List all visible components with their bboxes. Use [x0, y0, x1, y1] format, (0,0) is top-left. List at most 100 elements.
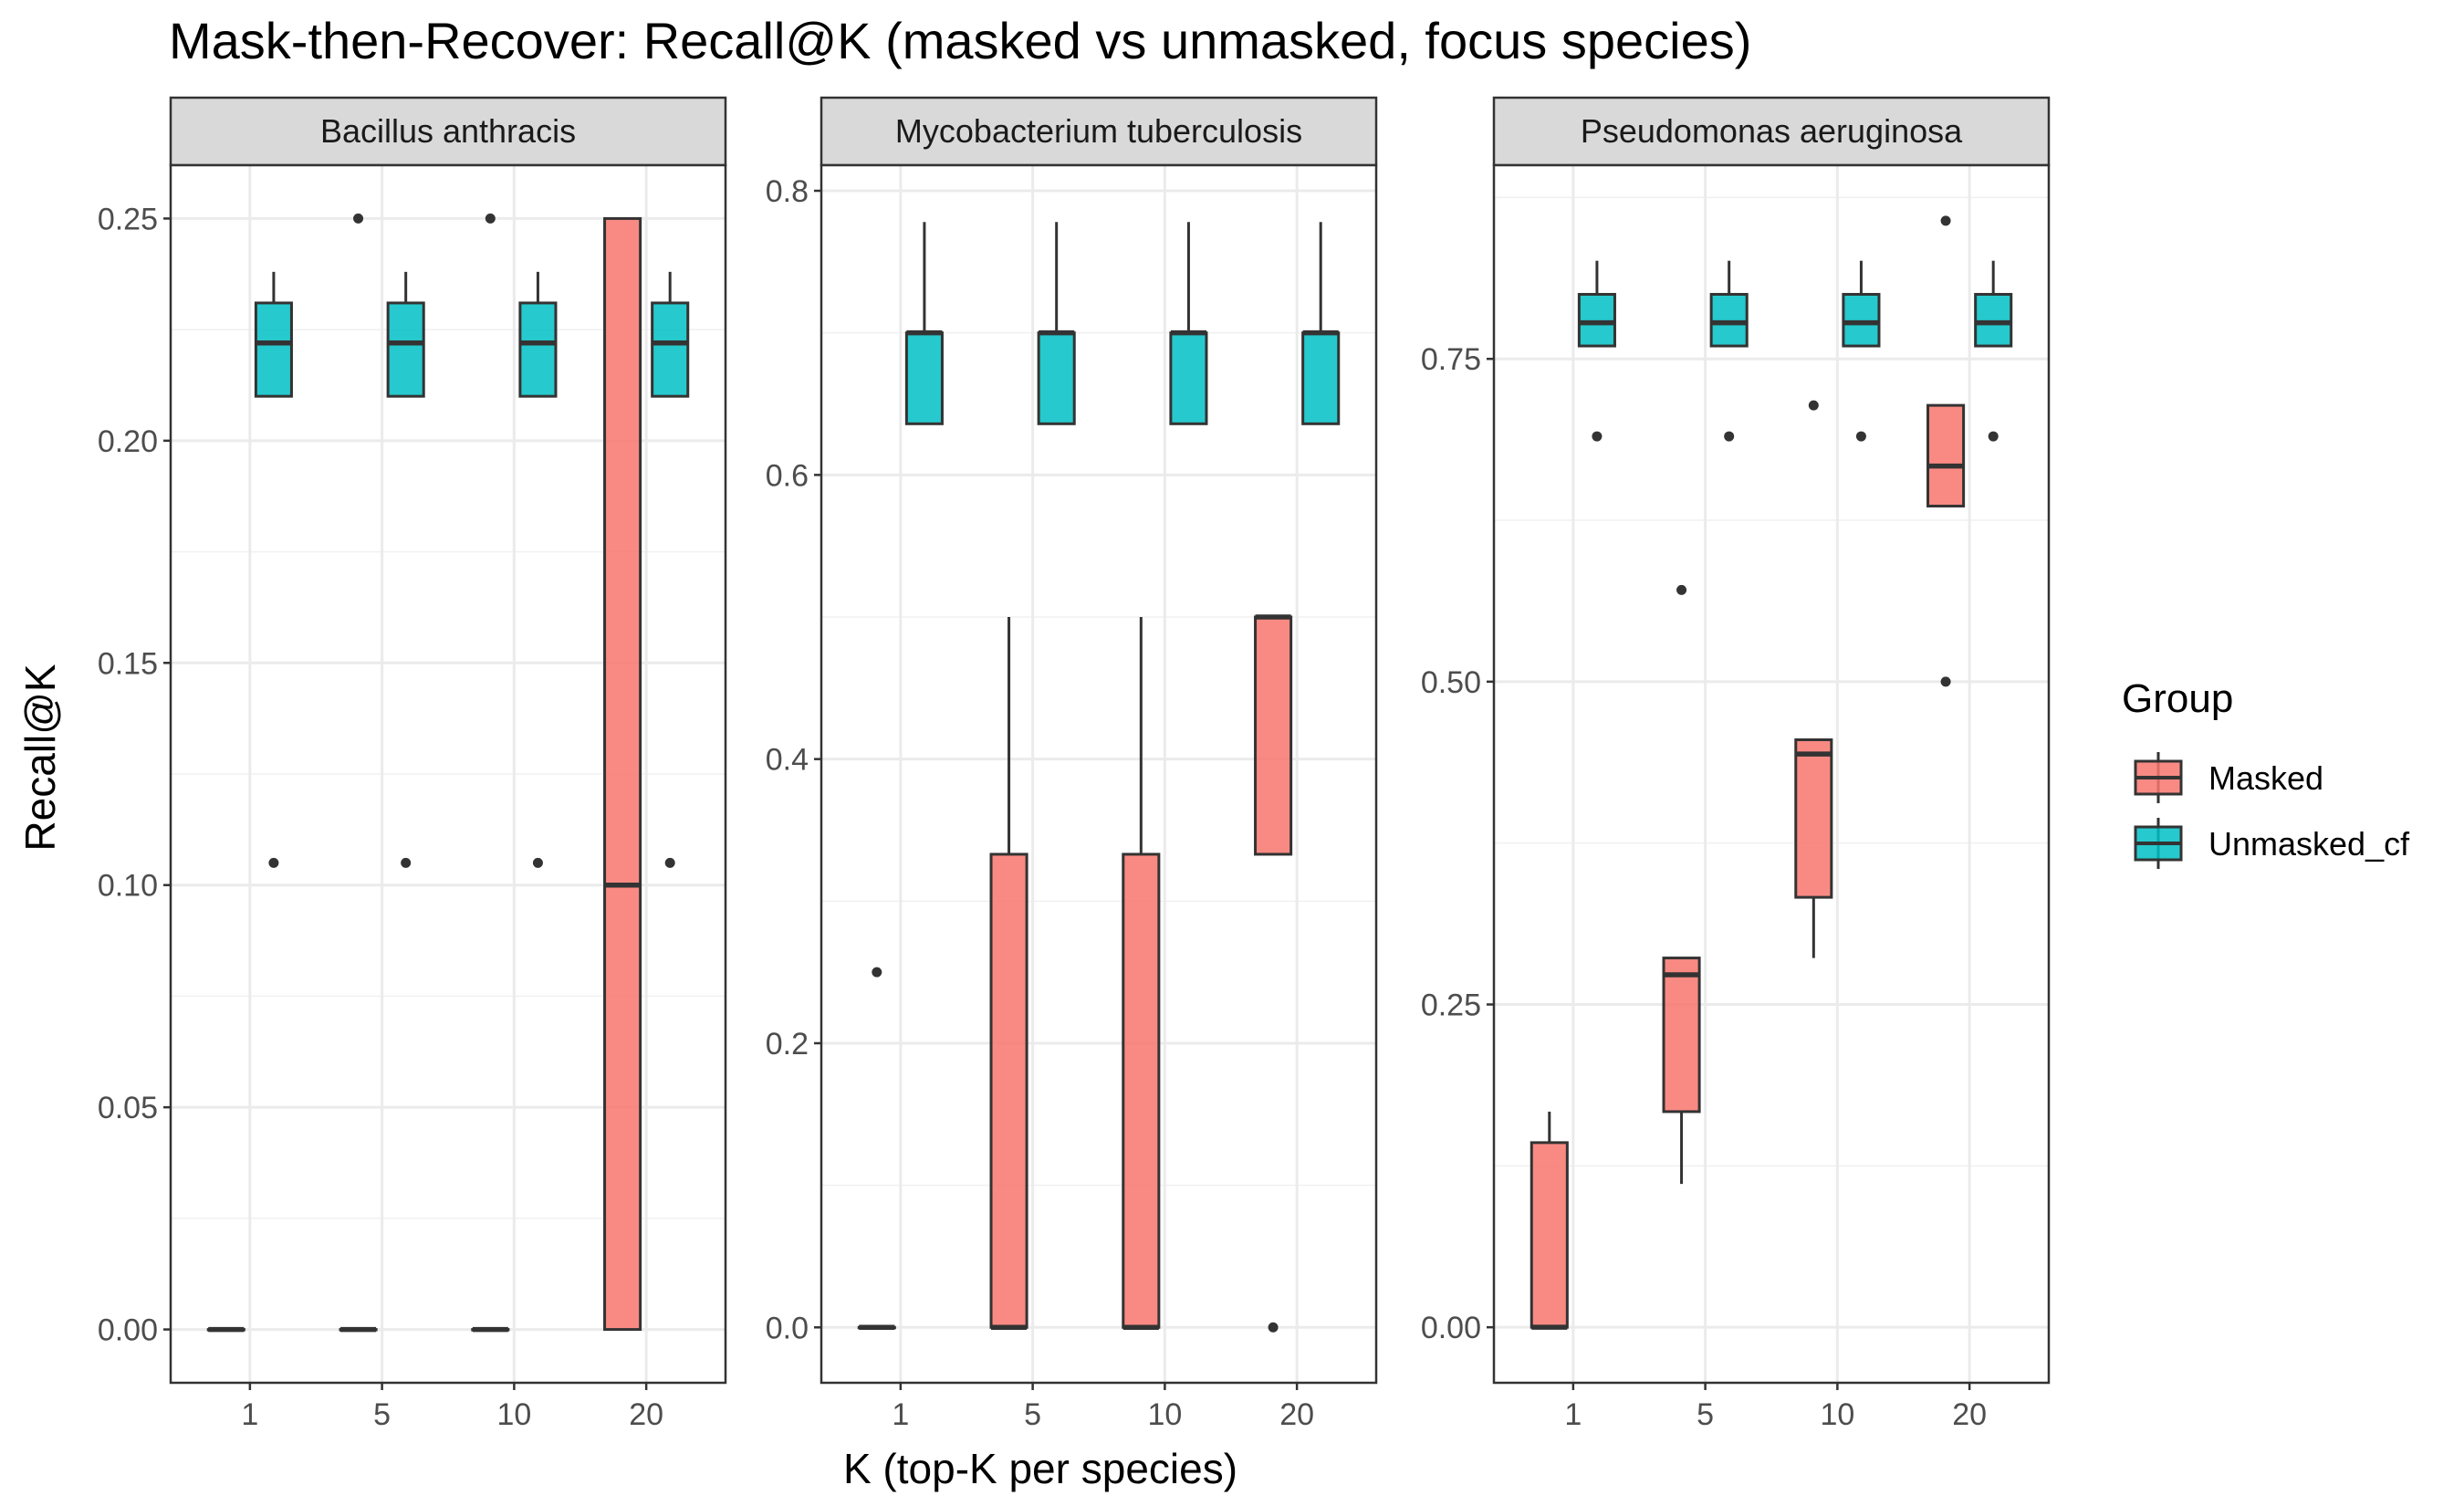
box-unmasked_cf-k10 [1169, 222, 1208, 425]
legend-entries: Masked Unmasked_cf [2134, 752, 2410, 869]
x-tick-label: 5 [1697, 1397, 1714, 1432]
box-unmasked_cf-k5 [1709, 260, 1749, 442]
x-tick-label: 20 [1952, 1397, 1987, 1432]
box-masked-k5 [989, 616, 1028, 1331]
panel-border [1492, 163, 2051, 1385]
box-unmasked_cf-k20 [1974, 260, 2013, 442]
outlier-point [268, 857, 279, 868]
box-masked-k10 [1794, 400, 1833, 958]
panel-background [1494, 165, 2049, 1383]
box-body [603, 216, 642, 1332]
box-body [1254, 615, 1293, 856]
box-body [1974, 292, 2013, 348]
outlier-point [1676, 584, 1687, 595]
y-tick-label: 0.20 [98, 424, 158, 459]
panel-1: Bacillus anthracis 0.00 0.05 0.10 0.15 0.20 0.… [98, 96, 727, 1432]
x-tick-label: 1 [1564, 1397, 1582, 1432]
panel-strip [820, 96, 1378, 167]
legend-label: Unmasked_cf [2208, 825, 2410, 863]
y-tick-label: 0.50 [1421, 665, 1481, 700]
box-unmasked_cf-k20 [1301, 222, 1341, 425]
x-tick-label: 20 [1279, 1397, 1314, 1432]
box-unmasked_cf-k10 [1842, 260, 1881, 442]
box-body [1577, 292, 1616, 348]
x-tick-label: 10 [496, 1397, 531, 1432]
outlier-point [1940, 676, 1951, 687]
legend-item-masked: Masked [2134, 752, 2323, 803]
y-tick-label: 0.0 [766, 1311, 809, 1345]
outlier-point [1855, 431, 1866, 442]
panels: Bacillus anthracis0.000.050.100.150.200.… [98, 96, 2051, 1432]
box-masked-k20 [1254, 614, 1293, 1333]
y-tick-label: 0.05 [98, 1091, 158, 1125]
outlier-point [1940, 215, 1951, 226]
box-body [1301, 331, 1341, 425]
legend: Group Masked Unmasked_cf [2122, 676, 2410, 869]
y-tick-label: 0.00 [1421, 1311, 1481, 1345]
box-body [1530, 1141, 1569, 1329]
box-masked-k1 [206, 1326, 245, 1333]
box-masked-k1 [1530, 1111, 1569, 1330]
x-tick-label: 10 [1147, 1397, 1182, 1432]
y-tick-label: 0.00 [98, 1313, 158, 1348]
y-tick-label: 0.8 [766, 174, 809, 209]
box-body [1842, 292, 1881, 348]
box-unmasked_cf-k1 [1577, 260, 1616, 442]
panel-background [821, 165, 1376, 1383]
outlier-point [401, 857, 412, 868]
box-body [254, 301, 293, 398]
y-axis-title: Recall@K [16, 664, 64, 852]
legend-title: Group [2122, 676, 2233, 721]
outlier-point [1592, 431, 1603, 442]
box-body [1794, 738, 1833, 899]
box-unmasked_cf-k5 [1037, 222, 1076, 425]
x-tick-label: 10 [1820, 1397, 1854, 1432]
box-masked-k1 [857, 967, 896, 1331]
box-body [1169, 331, 1208, 425]
box-masked-k5 [339, 1326, 378, 1333]
x-tick-label: 1 [892, 1397, 909, 1432]
box-masked-k10 [471, 1326, 510, 1333]
x-axis-title: K (top-K per species) [843, 1445, 1237, 1492]
outlier-point [353, 213, 364, 224]
y-tick-label: 0.75 [1421, 342, 1481, 377]
y-tick-label: 0.10 [98, 869, 158, 904]
box-body [1662, 957, 1701, 1114]
y-tick-label: 0.6 [766, 458, 809, 493]
panel-strip [169, 96, 727, 167]
panel-strip [1492, 96, 2051, 167]
box-body [386, 301, 425, 398]
x-tick-label: 1 [241, 1397, 258, 1432]
panel-3: Pseudomonas aeruginosa 0.00 0.25 0.50 0.75 1 5… [1421, 96, 2051, 1432]
y-tick-label: 0.4 [766, 743, 809, 778]
legend-item-unmasked_cf: Unmasked_cf [2134, 818, 2410, 869]
box-body [1037, 331, 1076, 425]
box-unmasked_cf-k1 [904, 222, 944, 425]
box-masked-k5 [1662, 584, 1701, 1185]
outlier-point [664, 857, 675, 868]
outlier-point [485, 213, 496, 224]
panel-2: Mycobacterium tuberculosis 0.0 0.2 0.4 0.6 0.… [766, 96, 1378, 1432]
box-body [518, 301, 558, 398]
x-tick-label: 5 [1024, 1397, 1041, 1432]
x-tick-label: 20 [629, 1397, 663, 1432]
outlier-point [872, 967, 882, 978]
outlier-point [532, 857, 543, 868]
y-tick-label: 0.25 [98, 202, 158, 236]
y-tick-label: 0.25 [1421, 988, 1481, 1023]
box-body [1926, 403, 1966, 507]
box-body [1709, 292, 1749, 348]
box-unmasked_cf-k5 [386, 271, 425, 868]
box-body [651, 301, 690, 398]
box-masked-k20 [603, 216, 642, 1332]
outlier-point [1988, 431, 1999, 442]
outlier-point [1724, 431, 1735, 442]
y-tick-label: 0.2 [766, 1027, 809, 1062]
outlier-point [1268, 1322, 1279, 1333]
chart-title: Mask-then-Recover: Recall@K (masked vs u… [169, 12, 1751, 69]
panel-border [169, 163, 727, 1385]
box-masked-k20 [1926, 215, 1966, 687]
x-tick-label: 5 [373, 1397, 391, 1432]
box-body [904, 331, 944, 425]
panel-strip-label: Pseudomonas aeruginosa [1581, 112, 1963, 150]
